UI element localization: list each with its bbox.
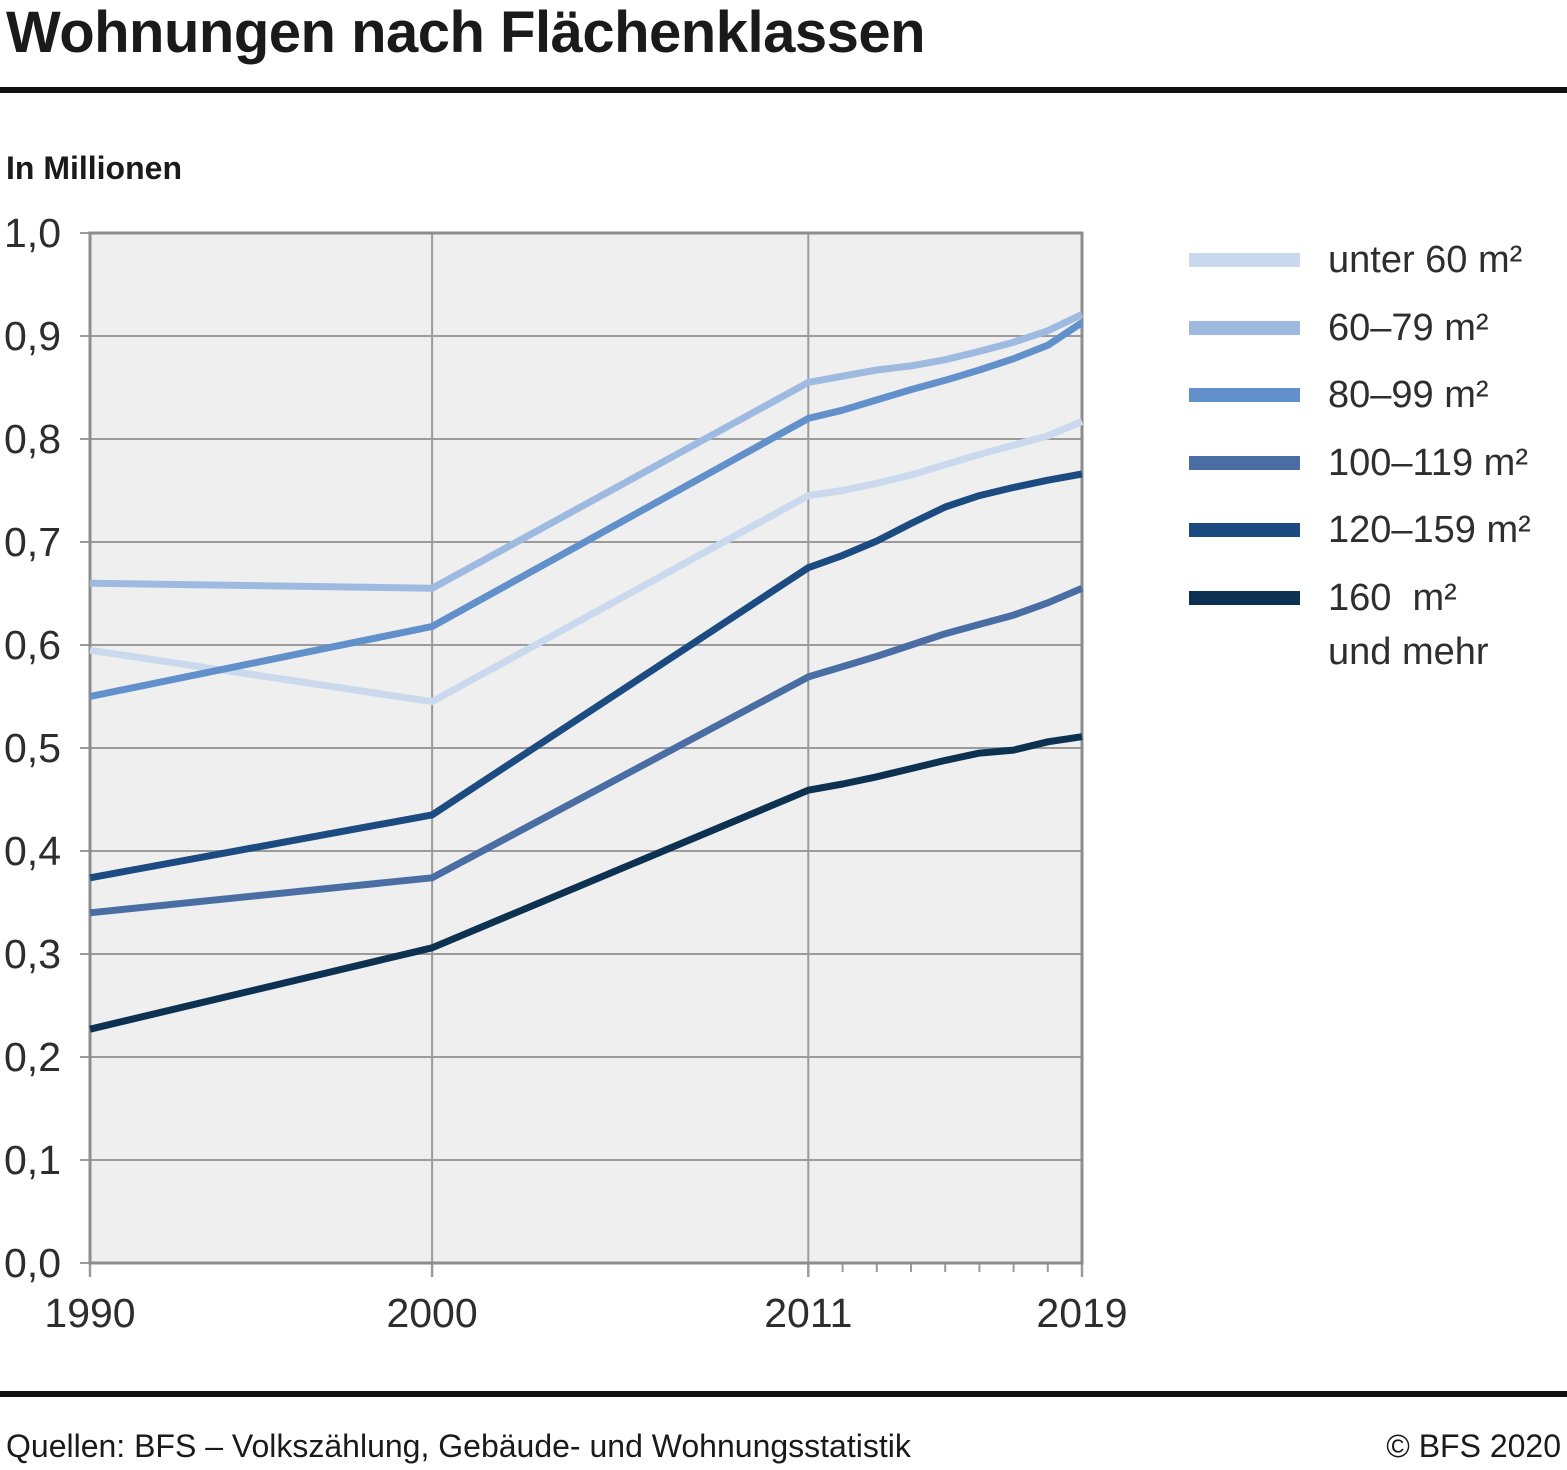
x-axis-label: 2011 <box>764 1290 853 1336</box>
legend-swatch-60-79 <box>1189 320 1300 335</box>
series-line-160-plus <box>89 733 1083 1033</box>
series-line-100-119 <box>89 585 1084 917</box>
y-axis-label: 0,1 <box>4 1137 61 1183</box>
y-axis-label: 0,2 <box>4 1034 61 1080</box>
legend-item-100-119: 100–119 m² <box>1189 443 1528 483</box>
legend-item-60-79: 60–79 m² <box>1189 308 1489 348</box>
y-axis-label: 0,6 <box>4 622 61 668</box>
legend-swatch-unter-60 <box>1189 253 1300 267</box>
copyright-text: © BFS 2020 <box>1386 1428 1561 1464</box>
legend-swatch-80-99 <box>1189 388 1300 402</box>
unit-label: In Millionen <box>6 150 182 186</box>
x-axis-label: 2000 <box>386 1290 478 1336</box>
legend-swatch-160-plus <box>1189 590 1300 605</box>
y-axis-label: 0,5 <box>4 725 61 771</box>
legend-swatch-100-119 <box>1189 455 1300 470</box>
title-divider <box>0 87 1567 93</box>
y-axis-label: 0,0 <box>4 1240 61 1286</box>
series-line-unter-60 <box>89 418 1084 706</box>
legend-label: unter 60 m² <box>1328 239 1523 281</box>
legend-label-line2: und mehr <box>1328 630 1489 673</box>
series-line-60-79 <box>89 311 1084 592</box>
plot-area <box>80 231 1084 1277</box>
footer: Quellen: BFS – Volkszählung, Gebäude- un… <box>6 1426 1561 1466</box>
legend-swatch-120-159 <box>1189 523 1300 537</box>
y-axis-label: 0,9 <box>4 313 61 359</box>
x-axis-label: 2019 <box>1036 1290 1128 1336</box>
legend-item-unter-60: unter 60 m² <box>1189 240 1522 280</box>
legend-item-120-159: 120–159 m² <box>1189 510 1531 550</box>
legend-label: 80–99 m² <box>1328 374 1489 416</box>
footer-divider <box>0 1391 1567 1397</box>
source-text: Quellen: BFS – Volkszählung, Gebäude- un… <box>6 1428 911 1464</box>
plot-border <box>88 231 1084 1265</box>
series-line-120-159 <box>89 470 1083 882</box>
y-axis-label: 0,8 <box>4 416 61 462</box>
x-axis-label: 1990 <box>44 1290 136 1336</box>
legend-label: 120–159 m² <box>1328 509 1531 551</box>
legend-label: 160 m² und mehr <box>1328 576 1489 673</box>
y-axis-label: 0,7 <box>4 519 61 565</box>
legend-label: 60–79 m² <box>1328 306 1489 349</box>
legend-label: 100–119 m² <box>1328 441 1528 484</box>
series-line-80-99 <box>89 319 1084 700</box>
legend-item-80-99: 80–99 m² <box>1189 375 1489 415</box>
page-title: Wohnungen nach Flächenklassen <box>6 0 926 65</box>
y-axis-label: 1,0 <box>4 210 61 256</box>
legend-item-160-plus: 160 m² und mehr <box>1189 578 1489 672</box>
y-axis-label: 0,3 <box>4 931 61 977</box>
y-axis-label: 0,4 <box>4 828 61 874</box>
